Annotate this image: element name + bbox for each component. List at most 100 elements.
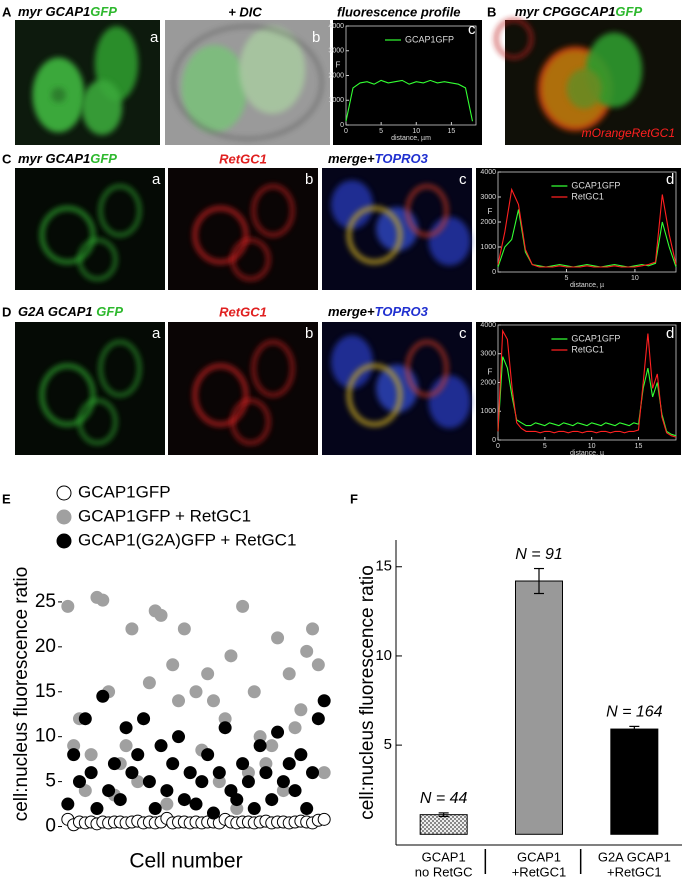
data-point — [230, 793, 244, 807]
data-point — [247, 802, 261, 816]
panel-label: D — [2, 304, 11, 319]
bar-annotation: N = 44 — [420, 790, 468, 807]
data-point — [201, 748, 215, 762]
bar — [515, 580, 563, 835]
data-point — [61, 599, 75, 613]
title-part: GFP — [90, 151, 117, 166]
data-point — [259, 766, 273, 780]
data-point — [172, 730, 186, 744]
legend-label: GCAP1GFP — [78, 482, 171, 501]
title-part: GFP — [90, 4, 117, 19]
data-point — [294, 748, 308, 762]
data-point — [201, 667, 215, 681]
y-tick-label: 10 — [35, 726, 56, 747]
data-point — [276, 775, 290, 789]
cell — [231, 398, 270, 445]
image-letter: b — [312, 29, 320, 46]
panel-label: E — [2, 491, 11, 506]
data-point — [247, 685, 261, 699]
data-point — [172, 694, 186, 708]
micrograph — [15, 168, 165, 290]
data-point — [218, 721, 232, 735]
cell — [172, 25, 323, 140]
title-part: G2A GCAP1 — [18, 304, 96, 319]
data-point — [177, 622, 191, 636]
micrographs — [15, 18, 681, 455]
title-part: myr GCAP1 — [18, 151, 90, 166]
data-point — [131, 748, 145, 762]
data-point — [96, 689, 110, 703]
y-tick-label: 1000 — [480, 244, 496, 251]
image-inset-label: mOrangeRetGC1 — [582, 126, 675, 140]
y-tick-label: 10 — [375, 647, 392, 664]
image-letter: c — [459, 325, 467, 342]
panel-title: myr CPGGCAP1GFP — [515, 4, 642, 19]
plot-background — [476, 168, 681, 290]
image-letter: b — [305, 171, 313, 188]
cell — [252, 184, 294, 237]
series-line — [497, 328, 677, 438]
legend-label: RetGC1 — [571, 344, 604, 354]
y-tick-label: 20 — [35, 636, 56, 657]
data-point — [311, 712, 325, 726]
data-point — [166, 658, 180, 672]
panel-title: + DIC — [228, 4, 262, 19]
x-tick-label: 0 — [496, 443, 500, 450]
legend-label: GCAP1GFP + RetGC1 — [78, 506, 251, 525]
data-point — [300, 644, 314, 658]
panel-label: B — [487, 4, 496, 19]
cell — [406, 340, 448, 397]
y-tick-label: 0 — [492, 269, 496, 276]
cell — [331, 335, 373, 389]
y-tick-label: 4000 — [480, 169, 496, 176]
data-point — [317, 812, 331, 826]
x-tick-label: G2A GCAP1 — [598, 849, 671, 864]
image-letter: c — [468, 21, 476, 38]
image-letter: a — [152, 325, 161, 342]
image-letter: b — [305, 325, 313, 342]
x-tick-label: 15 — [448, 128, 456, 135]
cell — [99, 340, 141, 397]
data-point — [137, 712, 151, 726]
data-point — [84, 748, 98, 762]
x-tick-label: no RetGC — [415, 864, 473, 879]
y-tick-label: 0 — [340, 122, 344, 129]
title-part: TOPRO3 — [375, 304, 429, 319]
data-point — [236, 599, 250, 613]
y-tick-label: 25 — [35, 591, 56, 612]
data-point — [282, 667, 296, 681]
cell — [252, 340, 294, 397]
data-point — [78, 712, 92, 726]
legend-marker — [56, 485, 72, 501]
y-axis-label: cell:nucleus fluorescence ratio — [11, 567, 32, 822]
cell — [193, 363, 248, 427]
data-point — [102, 784, 116, 798]
x-axis-label: distance, µm — [391, 135, 431, 142]
panel-title: merge+TOPRO3 — [328, 151, 429, 166]
cell — [78, 238, 117, 281]
cell — [331, 180, 373, 230]
x-tick-label: +RetGC1 — [607, 864, 662, 879]
y-tick-label: 2000 — [480, 219, 496, 226]
series-line — [497, 187, 677, 268]
cell — [347, 206, 402, 264]
y-axis-label: F — [336, 61, 341, 70]
data-point — [119, 721, 133, 735]
data-point — [241, 775, 255, 789]
title-part: merge+ — [328, 151, 375, 166]
bar — [610, 728, 659, 835]
data-point — [300, 802, 314, 816]
cell — [181, 45, 248, 133]
x-tick-label: 10 — [412, 128, 420, 135]
x-axis-label: distance, µ — [570, 282, 604, 289]
legend-label: GCAP1(G2A)GFP + RetGC1 — [78, 530, 296, 549]
data-point — [265, 739, 279, 753]
x-tick-label: +RetGC1 — [512, 864, 567, 879]
data-point — [271, 631, 285, 645]
cell — [347, 363, 402, 427]
data-point — [177, 793, 191, 807]
data-point — [154, 739, 168, 753]
y-tick-label: 3000 — [328, 48, 344, 55]
title-part: merge+ — [328, 304, 375, 319]
